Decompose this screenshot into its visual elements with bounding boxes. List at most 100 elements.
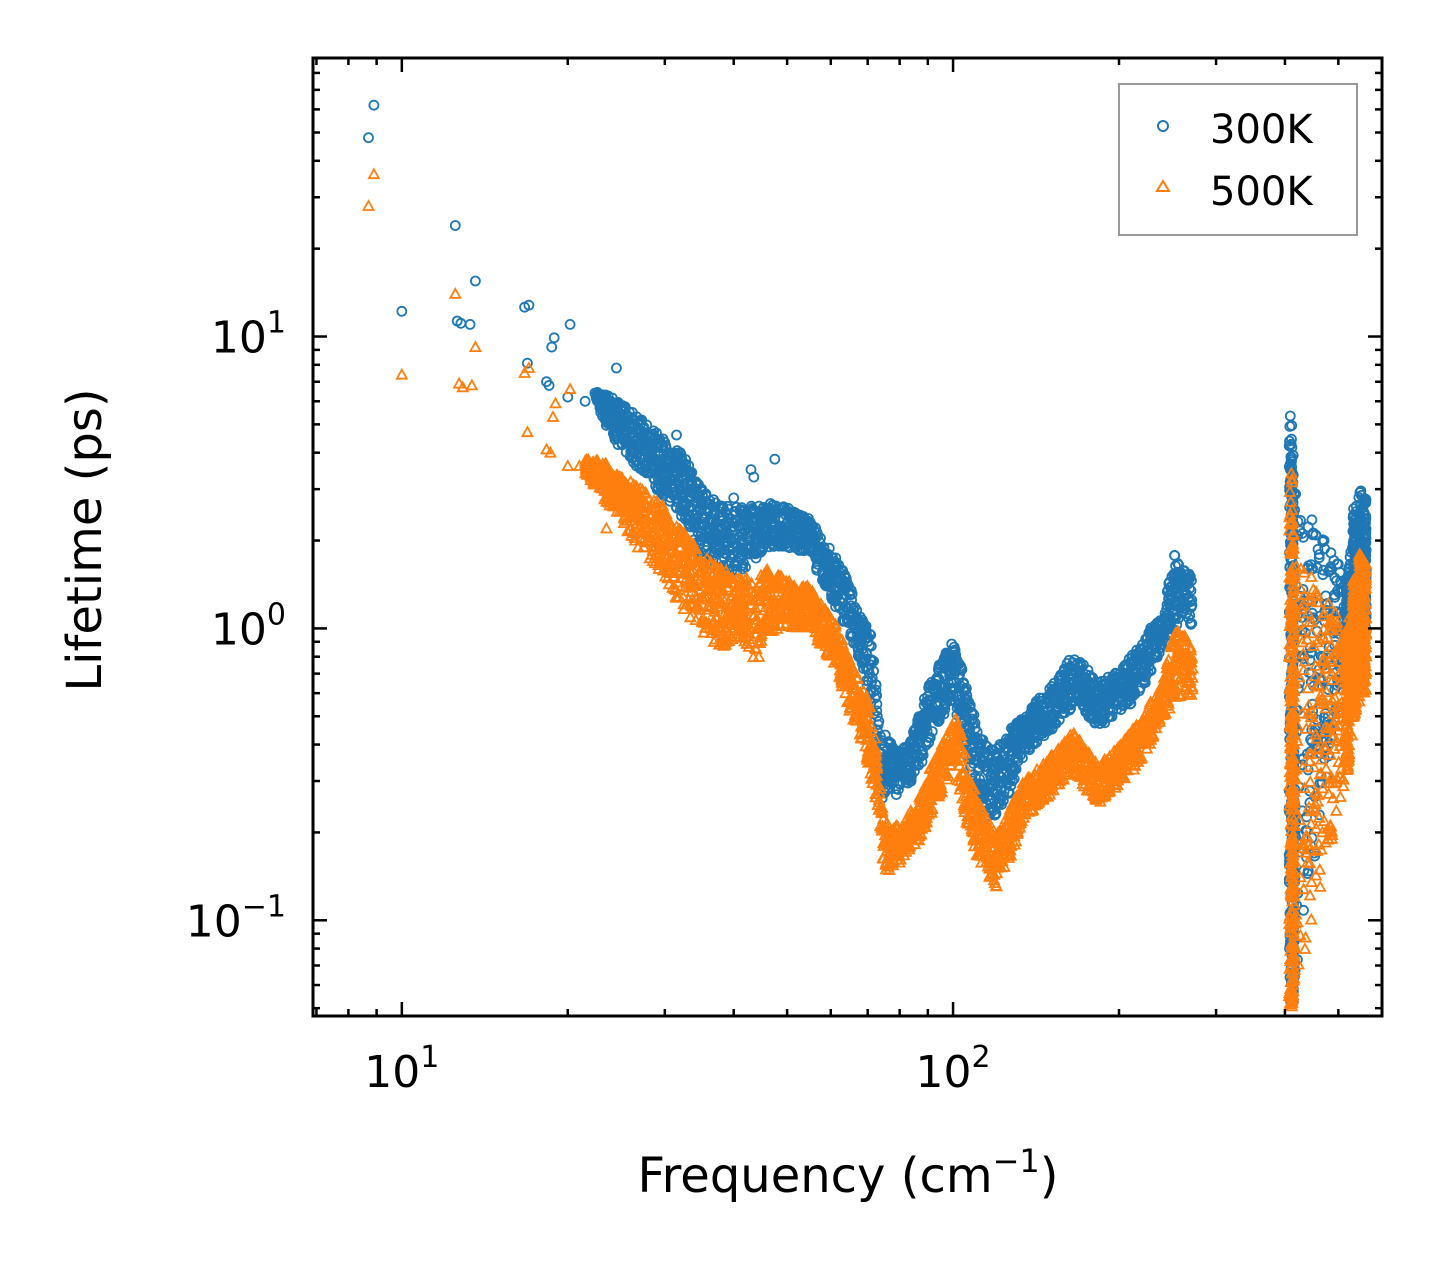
series-500k-point [646, 524, 660, 537]
series-300k-point [1360, 517, 1371, 529]
series-500k-point [724, 592, 738, 605]
series-300k-point [1332, 558, 1344, 570]
series-300k-point [865, 640, 877, 652]
series-300k-point [1286, 433, 1297, 445]
series-300k-point [702, 502, 713, 514]
series-300k-point [728, 492, 740, 504]
series-500k-point [610, 471, 624, 484]
series-500k-point [680, 565, 694, 578]
series-500k-point [581, 462, 595, 475]
series-300k-point [1360, 497, 1371, 509]
series-300k-point [817, 556, 829, 568]
series-500k-point [660, 524, 674, 537]
series-300k-point [964, 728, 976, 739]
series-300k-point [708, 494, 719, 506]
series-300k-point [748, 471, 760, 483]
series-300k-point [1139, 676, 1150, 688]
series-300k-point [620, 427, 632, 439]
series-500k-point [648, 531, 663, 543]
series-500k-point [854, 731, 868, 744]
series-500k-point [676, 590, 690, 603]
series-300k-point [830, 589, 842, 601]
series-500k-point [588, 468, 602, 481]
series-500k-point [638, 531, 652, 543]
series-300k-point [1359, 522, 1371, 533]
series-300k-point [1009, 765, 1020, 776]
series-500k-point [693, 603, 707, 615]
series-300k-point [1157, 623, 1169, 634]
series-500k-point [522, 361, 536, 373]
series-500k-point [583, 460, 597, 473]
series-300k-point [812, 530, 824, 542]
series-300k-point [628, 456, 639, 468]
series-500k-point [861, 705, 876, 718]
series-300k-point [764, 506, 776, 518]
series-500k-point [794, 613, 809, 626]
series-300k-point [1031, 736, 1043, 748]
series-500k-point [841, 660, 856, 672]
series-500k-point [597, 492, 611, 505]
series-300k-point [682, 508, 694, 520]
series-500k-point [850, 672, 865, 684]
series-500k-point [839, 677, 854, 690]
series-500k-point [632, 487, 646, 500]
series-300k-point [594, 395, 606, 406]
series-300k-point [829, 558, 841, 570]
series-500k-point [809, 595, 823, 608]
series-500k-point [456, 380, 470, 393]
series-300k-point [955, 680, 966, 692]
series-500k-point [739, 601, 753, 614]
series-300k-point [1053, 714, 1065, 726]
series-300k-point [939, 703, 951, 715]
series-500k-marks [361, 167, 1373, 1012]
series-300k-point [976, 779, 987, 791]
series-300k-point [1180, 599, 1191, 611]
series-500k-point [361, 199, 376, 211]
series-300k-point [645, 444, 657, 456]
series-300k-point [923, 732, 934, 743]
series-300k-point [1182, 574, 1194, 586]
series-500k-point [667, 546, 681, 559]
series-500k-point [738, 629, 753, 641]
series-300k-point [363, 132, 374, 144]
series-500k-point [658, 538, 672, 550]
series-300k-point [746, 516, 757, 528]
series-500k-point [784, 577, 798, 590]
series-500k-point [468, 340, 482, 353]
series-500k-point [780, 611, 794, 624]
series-300k-point [595, 406, 607, 418]
series-500k-point [892, 833, 906, 846]
series-500k-point [520, 425, 534, 438]
series-500k-point [660, 558, 674, 570]
series-300k-point [682, 465, 694, 477]
series-500k-point [395, 367, 409, 380]
series-500k-point [721, 568, 735, 581]
series-300k-point [743, 540, 755, 552]
series-500k-point [852, 707, 866, 720]
series-500k-point [735, 575, 749, 588]
series-300k-point [610, 427, 622, 439]
series-500k-point [699, 615, 713, 628]
series-300k-point [931, 679, 943, 690]
series-300k-point [991, 750, 1003, 762]
series-300k-point [725, 532, 737, 544]
series-500k-point [841, 649, 855, 662]
series-500k-point [878, 834, 892, 846]
series-300k-point [1151, 649, 1163, 660]
series-300k-point [1318, 564, 1329, 576]
series-500k-point [717, 584, 731, 596]
series-300k-point [543, 379, 555, 391]
series-300k-point [1084, 708, 1096, 720]
series-300k-point [1323, 565, 1335, 576]
series-300k-point [627, 414, 639, 426]
series-500k-point [709, 561, 723, 574]
series-300k-point [523, 299, 535, 311]
series-300k-point [845, 585, 857, 596]
series-300k-point [1003, 788, 1015, 799]
series-300k-point [627, 427, 639, 439]
series-500k-point [546, 410, 560, 422]
series-300k-point [660, 471, 672, 483]
series-300k-point [1114, 668, 1126, 680]
series-500k-point [820, 608, 834, 620]
